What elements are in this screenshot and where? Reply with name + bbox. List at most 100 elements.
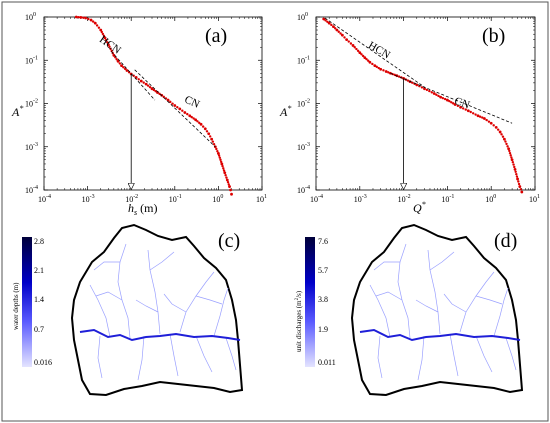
data-point-a [229, 188, 232, 192]
data-point-a [207, 132, 211, 136]
data-point-interp-a [148, 85, 152, 89]
colorbar-d [305, 237, 315, 367]
x-tick-label-a-1: 10-3 [82, 194, 95, 204]
data-point-b [516, 177, 519, 181]
data-point-interp-b [377, 66, 380, 70]
data-point-interp-b [519, 188, 523, 191]
panel-label-d: (d) [494, 230, 517, 252]
annotation-b-0: HCN [366, 39, 392, 61]
colorbar-tick-d-1: 5.7 [318, 266, 328, 275]
data-point-interp-b [510, 156, 513, 159]
data-point-a [178, 107, 182, 111]
data-point-b [459, 105, 462, 109]
data-point-interp-a [118, 62, 122, 65]
data-point-interp-a [97, 26, 101, 29]
x-tick-label-b-3: 10-1 [441, 194, 454, 204]
data-point-interp-b [382, 69, 385, 72]
data-point-a [107, 43, 110, 47]
data-point-interp-b [461, 107, 465, 110]
data-point-b [363, 56, 367, 60]
data-point-b [351, 44, 355, 47]
data-point-a [194, 118, 198, 122]
data-point-b [373, 64, 377, 68]
data-point-interp-a [108, 45, 111, 48]
data-point-interp-b [517, 180, 520, 183]
x-tick-label-a-3: 10-1 [169, 194, 182, 204]
data-point-b [322, 17, 326, 21]
data-point-b [432, 92, 436, 95]
y-tick-label-a-1: 10-1 [25, 55, 38, 65]
data-point-interp-b [425, 88, 429, 92]
data-point-interp-a [222, 167, 225, 170]
data-point-a [99, 28, 103, 32]
y-axis-label-b: A* [279, 104, 291, 119]
data-point-interp-b [456, 104, 460, 108]
data-point-b [368, 60, 372, 64]
main-channel-d [359, 328, 521, 342]
data-point-interp-a [212, 143, 216, 146]
chart-panel-b: 10-4 10-3 10-2 10-1 100 101 100 10-1 10-2 10-3 10-… [279, 12, 540, 215]
data-point-b [494, 126, 498, 129]
data-point-interp-b [508, 151, 512, 155]
data-point-interp-b [430, 91, 433, 94]
y-axis-label-a: A* [11, 104, 23, 119]
data-point-interp-b [464, 108, 467, 111]
data-point-interp-b [360, 53, 363, 56]
data-point-interp-a [102, 34, 106, 38]
data-point-b [439, 95, 443, 99]
data-point-interp-b [485, 118, 488, 122]
data-point-a [223, 171, 227, 175]
data-point-interp-a [215, 147, 218, 151]
river-network-c [89, 243, 237, 381]
data-point-interp-b [474, 113, 477, 116]
data-point-interp-b [514, 170, 517, 173]
data-point-a [220, 162, 224, 166]
data-point-a [112, 53, 116, 57]
x-axis-label-a: hs (m) [128, 201, 157, 217]
data-point-a [93, 21, 97, 25]
data-point-interp-b [443, 97, 447, 101]
data-point-interp-a [77, 15, 80, 19]
data-point-b [340, 33, 344, 37]
data-point-a [116, 59, 120, 63]
colorbar-label-d: unit discharges (m2/s) [295, 290, 303, 352]
catchment-outline-d [350, 223, 524, 397]
data-point-interp-a [225, 176, 228, 179]
colorbar-c [22, 237, 32, 367]
data-point-b [498, 130, 502, 134]
x-tick-label-b-5: 101 [529, 194, 540, 204]
data-point-interp-b [500, 133, 503, 136]
data-point-interp-b [505, 142, 508, 146]
data-point-b [332, 25, 335, 28]
data-point-interp-a [226, 181, 230, 184]
plot-frame-a [43, 16, 263, 191]
data-point-b [502, 137, 506, 141]
data-point-interp-b [387, 71, 390, 74]
data-point-interp-b [353, 46, 356, 49]
data-point-b [483, 117, 486, 120]
data-point-b [384, 70, 388, 73]
data-point-interp-b [481, 116, 484, 119]
data-point-interp-a [218, 156, 221, 159]
data-point-interp-a [227, 183, 230, 186]
data-point-interp-b [511, 160, 515, 164]
data-point-interp-b [515, 172, 518, 176]
data-point-interp-b [506, 145, 509, 148]
data-point-b [466, 109, 470, 113]
data-point-interp-a [216, 150, 219, 153]
data-point-interp-b [333, 27, 337, 30]
y-tick-label-b-0: 100 [297, 12, 308, 22]
data-point-interp-b [501, 135, 505, 138]
data-point-interp-b [375, 65, 378, 69]
data-point-b [345, 38, 349, 42]
data-point-interp-a [109, 47, 112, 51]
data-point-b [335, 28, 339, 32]
colorbar-tick-d-4: 0.011 [318, 358, 336, 367]
data-point-a [84, 16, 88, 20]
data-point-interp-a [211, 140, 215, 143]
x-axis-label-b: Q* [413, 200, 426, 215]
data-point-a [210, 137, 214, 141]
data-point-interp-b [450, 101, 453, 104]
data-point-interp-b [337, 30, 340, 33]
data-point-b [513, 167, 517, 171]
